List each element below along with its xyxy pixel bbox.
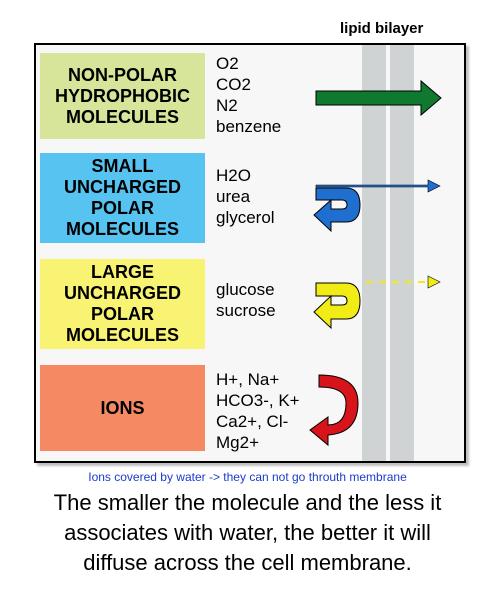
ions-turnback-arrow — [309, 374, 359, 447]
small-polar-turnback-arrow — [313, 187, 361, 233]
caption-text: The smaller the molecule and the less it… — [53, 490, 442, 575]
ions-molecule-list: H+, Na+ HCO3-, K+ Ca2+, Cl- Mg2+ — [216, 370, 300, 452]
large-polar-trace-arrowhead — [427, 275, 441, 289]
small-polar-category-box: SMALL UNCHARGED POLAR MOLECULES — [40, 153, 205, 243]
ions-category-box: IONS — [40, 365, 205, 451]
arrows-layer — [309, 79, 442, 447]
small-polar-molecule-list: H2O urea glycerol — [216, 166, 275, 227]
small-polar-cross-arrow — [315, 179, 441, 193]
large-polar-molecule-list: glucose sucrose — [216, 280, 276, 320]
ions-note: Ions covered by water -> they can not go… — [88, 470, 407, 484]
bilayer-left-leaflet — [362, 45, 386, 461]
diagram-frame: NON-POLAR HYDROPHOBIC MOLECULES SMALL UN… — [34, 43, 466, 463]
nonpolar-molecule-list: O2 CO2 N2 benzene — [216, 54, 282, 136]
nonpolar-pass-arrow — [315, 79, 442, 117]
diagram-title: lipid bilayer — [340, 20, 424, 37]
bilayer-right-leaflet — [390, 45, 414, 461]
large-polar-turnback-arrow — [313, 282, 361, 330]
large-polar-category-box: LARGE UNCHARGED POLAR MOLECULES — [40, 259, 205, 349]
nonpolar-category-box: NON-POLAR HYDROPHOBIC MOLECULES — [40, 53, 205, 139]
